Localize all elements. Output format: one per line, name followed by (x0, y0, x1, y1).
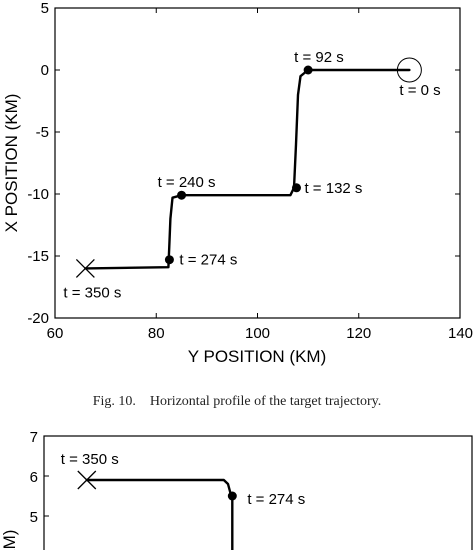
time-annotation: t = 132 s (304, 180, 362, 197)
y-tick-labels: 5 0 -5 -10 -15 -20 (27, 0, 49, 327)
start-marker (396, 57, 422, 83)
trajectory-markers: t = 0 s t = 92 s t = 132 s t = 240 s t = 274… (63, 49, 440, 301)
end-marker (77, 470, 97, 490)
y-tick-label: 0 (41, 62, 49, 79)
x-tick-label: 140 (448, 325, 473, 342)
time-marker (227, 491, 237, 501)
time-annotation: t = 274 s (247, 491, 305, 508)
time-marker (177, 190, 187, 200)
time-annotation: t = 350 s (61, 451, 119, 468)
end-marker (75, 258, 95, 278)
time-marker (291, 183, 301, 193)
x-tick-label: 60 (47, 325, 64, 342)
time-annotation: t = 240 s (158, 174, 216, 191)
y-tick-label: 7 (30, 429, 38, 446)
trajectory-line-2 (85, 478, 234, 550)
figure-caption: Fig. 10. Horizontal profile of the targe… (93, 394, 381, 409)
x-tick-labels: 60 80 100 120 140 (47, 325, 473, 342)
y-tick-label: -20 (27, 310, 49, 327)
time-marker (164, 255, 174, 265)
x-tick-label: 120 (346, 325, 371, 342)
y-tick-label: -10 (27, 186, 49, 203)
time-annotation: t = 0 s (399, 82, 440, 99)
y-tick-labels-2: 7 6 5 (30, 429, 38, 526)
chart-horizontal-profile: 60 80 100 120 140 5 0 -5 -10 -15 -20 Y POSITION (… (2, 0, 473, 366)
y-tick-label: -15 (27, 248, 49, 265)
y-tick-label: -5 (36, 124, 49, 141)
axis-ticks (54, 7, 461, 319)
y-tick-label: 6 (30, 469, 38, 486)
plot-frame-2 (43, 435, 473, 550)
y-axis-title: X POSITION (KM) (2, 94, 21, 233)
time-annotation: t = 350 s (63, 284, 121, 301)
x-tick-label: 100 (245, 325, 270, 342)
y-tick-label: 5 (41, 0, 49, 17)
chart-vertical-profile-partial: 7 6 5 (KM) t = 350 s t = 274 s (0, 429, 473, 550)
time-annotation: t = 92 s (294, 49, 344, 66)
time-annotation: t = 274 s (179, 252, 237, 269)
time-marker (303, 65, 313, 75)
x-axis-title: Y POSITION (KM) (188, 347, 327, 366)
plot-frame (54, 7, 461, 319)
y-axis-title-2: (KM) (0, 530, 19, 550)
axis-ticks-2 (44, 435, 49, 517)
y-tick-label: 5 (30, 509, 38, 526)
trajectory-line (84, 68, 411, 270)
trajectory-markers-2: t = 350 s t = 274 s (61, 451, 305, 508)
x-tick-label: 80 (148, 325, 165, 342)
